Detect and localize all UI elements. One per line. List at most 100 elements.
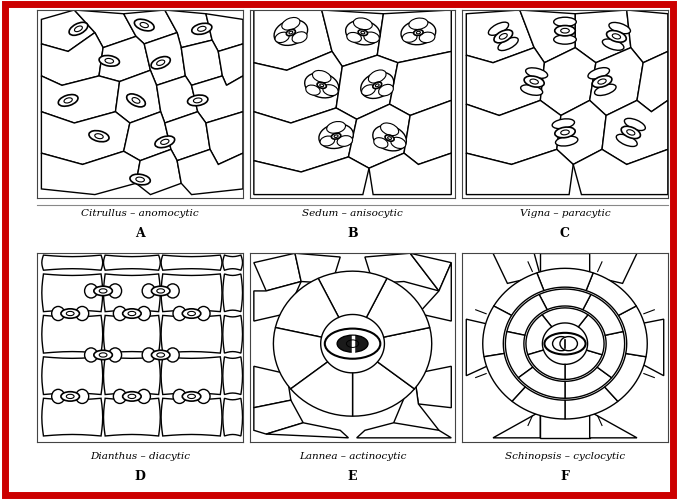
- Polygon shape: [218, 44, 243, 85]
- Polygon shape: [512, 387, 565, 419]
- Polygon shape: [483, 306, 512, 357]
- Ellipse shape: [182, 309, 201, 318]
- Polygon shape: [223, 255, 243, 270]
- Ellipse shape: [61, 392, 79, 401]
- Polygon shape: [321, 10, 384, 66]
- Ellipse shape: [140, 22, 148, 27]
- Polygon shape: [295, 253, 340, 283]
- Polygon shape: [123, 10, 177, 44]
- Ellipse shape: [173, 306, 186, 320]
- Ellipse shape: [624, 118, 645, 131]
- Polygon shape: [104, 357, 160, 395]
- Polygon shape: [365, 253, 439, 291]
- Text: A: A: [135, 227, 145, 240]
- Ellipse shape: [289, 31, 293, 34]
- Polygon shape: [540, 48, 596, 115]
- Ellipse shape: [275, 32, 290, 42]
- Polygon shape: [41, 112, 129, 165]
- Polygon shape: [410, 253, 452, 291]
- Polygon shape: [223, 398, 243, 436]
- Ellipse shape: [193, 98, 202, 103]
- Ellipse shape: [286, 29, 296, 36]
- Ellipse shape: [621, 126, 641, 139]
- Ellipse shape: [612, 34, 620, 39]
- Polygon shape: [366, 278, 430, 337]
- Polygon shape: [394, 374, 439, 434]
- Polygon shape: [254, 51, 342, 123]
- Ellipse shape: [151, 56, 170, 69]
- Ellipse shape: [188, 95, 208, 106]
- Polygon shape: [583, 294, 623, 335]
- Polygon shape: [223, 315, 243, 353]
- Polygon shape: [626, 10, 668, 63]
- Polygon shape: [597, 331, 624, 378]
- Ellipse shape: [155, 136, 175, 148]
- Polygon shape: [519, 367, 565, 398]
- Ellipse shape: [419, 32, 435, 42]
- Ellipse shape: [592, 76, 612, 87]
- Ellipse shape: [337, 335, 368, 352]
- Ellipse shape: [327, 122, 346, 133]
- Ellipse shape: [595, 84, 616, 95]
- Polygon shape: [181, 40, 222, 85]
- Polygon shape: [254, 400, 303, 434]
- Ellipse shape: [127, 94, 145, 107]
- Ellipse shape: [524, 76, 544, 87]
- Polygon shape: [291, 362, 353, 416]
- Polygon shape: [177, 149, 243, 195]
- Polygon shape: [273, 327, 327, 389]
- Ellipse shape: [544, 333, 586, 354]
- Text: Schinopsis – cyclocytic: Schinopsis – cyclocytic: [505, 452, 625, 461]
- Ellipse shape: [554, 17, 576, 26]
- Ellipse shape: [105, 58, 113, 63]
- Ellipse shape: [304, 73, 339, 98]
- Ellipse shape: [292, 32, 307, 43]
- Polygon shape: [575, 10, 631, 63]
- Ellipse shape: [274, 20, 308, 45]
- Polygon shape: [418, 262, 452, 321]
- Ellipse shape: [488, 22, 508, 35]
- Polygon shape: [254, 157, 369, 195]
- Ellipse shape: [402, 32, 417, 42]
- Ellipse shape: [52, 389, 64, 404]
- Ellipse shape: [414, 30, 423, 35]
- Ellipse shape: [555, 136, 578, 146]
- Ellipse shape: [374, 138, 388, 148]
- Ellipse shape: [306, 85, 320, 95]
- Ellipse shape: [282, 17, 300, 30]
- Ellipse shape: [108, 348, 121, 362]
- Polygon shape: [505, 331, 533, 378]
- Polygon shape: [565, 367, 612, 398]
- Ellipse shape: [561, 28, 570, 33]
- Ellipse shape: [64, 98, 73, 103]
- Polygon shape: [42, 274, 102, 312]
- Polygon shape: [537, 268, 593, 290]
- Text: C: C: [560, 227, 570, 240]
- Polygon shape: [254, 253, 301, 291]
- Polygon shape: [348, 104, 410, 168]
- Ellipse shape: [525, 68, 548, 78]
- Ellipse shape: [521, 85, 542, 95]
- Polygon shape: [191, 76, 243, 123]
- Polygon shape: [466, 149, 573, 195]
- Ellipse shape: [188, 394, 195, 399]
- Text: Dianthus – diacytic: Dianthus – diacytic: [90, 452, 190, 461]
- Ellipse shape: [353, 18, 372, 29]
- Ellipse shape: [123, 309, 141, 318]
- Ellipse shape: [602, 39, 624, 50]
- Polygon shape: [539, 289, 591, 310]
- Ellipse shape: [113, 306, 126, 320]
- Ellipse shape: [320, 84, 323, 87]
- Polygon shape: [565, 350, 602, 379]
- Polygon shape: [123, 112, 171, 161]
- Ellipse shape: [401, 20, 436, 45]
- Ellipse shape: [173, 389, 186, 404]
- Polygon shape: [635, 319, 664, 376]
- Text: Lannea – actinocytic: Lannea – actinocytic: [299, 452, 406, 461]
- Ellipse shape: [142, 284, 155, 298]
- Ellipse shape: [325, 329, 380, 359]
- Polygon shape: [493, 412, 540, 438]
- Ellipse shape: [552, 119, 574, 129]
- Ellipse shape: [361, 85, 376, 95]
- Ellipse shape: [157, 353, 165, 357]
